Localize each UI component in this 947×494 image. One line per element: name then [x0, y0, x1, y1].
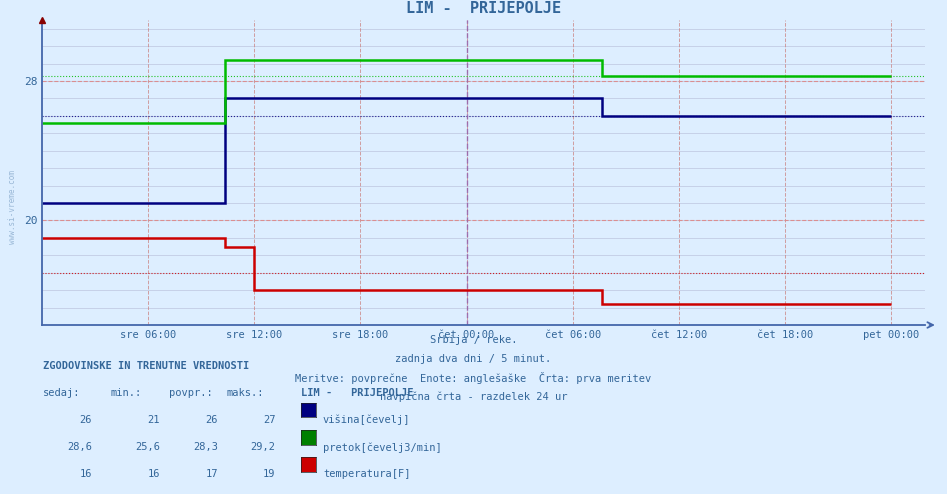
Text: 28,6: 28,6	[67, 442, 92, 452]
Text: 29,2: 29,2	[251, 442, 276, 452]
Text: temperatura[F]: temperatura[F]	[323, 469, 410, 479]
Text: 26: 26	[80, 415, 92, 425]
Text: višina[čevelj]: višina[čevelj]	[323, 415, 410, 425]
Text: 28,3: 28,3	[193, 442, 218, 452]
Text: Meritve: povprečne  Enote: anglešaške  Črta: prva meritev: Meritve: povprečne Enote: anglešaške Črt…	[295, 372, 652, 384]
Text: 16: 16	[80, 469, 92, 479]
Text: LIM -   PRIJEPOLJE: LIM - PRIJEPOLJE	[301, 388, 414, 398]
Text: povpr.:: povpr.:	[169, 388, 212, 398]
Text: 17: 17	[205, 469, 218, 479]
Text: maks.:: maks.:	[226, 388, 264, 398]
Text: pretok[čevelj3/min]: pretok[čevelj3/min]	[323, 442, 441, 453]
Title: LIM -  PRIJEPOLJE: LIM - PRIJEPOLJE	[406, 1, 561, 16]
Text: 16: 16	[148, 469, 160, 479]
Text: 25,6: 25,6	[135, 442, 160, 452]
Text: zadnja dva dni / 5 minut.: zadnja dva dni / 5 minut.	[396, 354, 551, 364]
Text: 21: 21	[148, 415, 160, 425]
Text: ZGODOVINSKE IN TRENUTNE VREDNOSTI: ZGODOVINSKE IN TRENUTNE VREDNOSTI	[43, 361, 249, 370]
Text: 19: 19	[263, 469, 276, 479]
Text: Srbija / reke.: Srbija / reke.	[430, 335, 517, 345]
Text: 26: 26	[205, 415, 218, 425]
Text: www.si-vreme.com: www.si-vreme.com	[8, 170, 17, 245]
Text: 27: 27	[263, 415, 276, 425]
Text: navpična črta - razdelek 24 ur: navpična črta - razdelek 24 ur	[380, 391, 567, 402]
Text: sedaj:: sedaj:	[43, 388, 80, 398]
Text: min.:: min.:	[111, 388, 142, 398]
